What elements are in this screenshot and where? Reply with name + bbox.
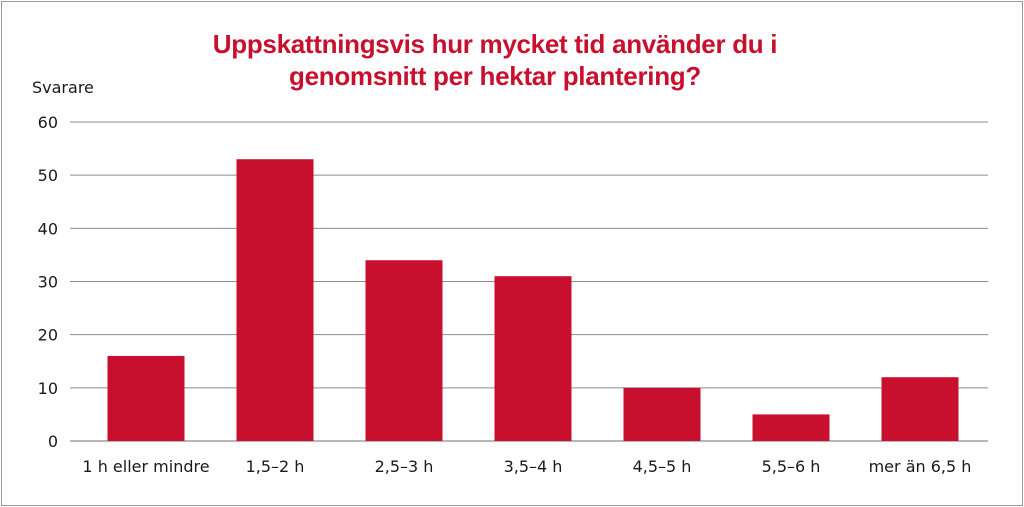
y-tick-label: 60: [38, 113, 58, 132]
y-tick-label: 30: [38, 273, 58, 292]
bar: [623, 387, 701, 441]
x-tick-label: 1 h eller mindre: [82, 457, 209, 476]
y-tick-label: 0: [48, 432, 58, 451]
x-tick-label: 4,5–5 h: [633, 457, 692, 476]
bar: [494, 276, 572, 441]
y-tick-label: 50: [38, 166, 58, 185]
x-tick-label: 1,5–2 h: [246, 457, 305, 476]
y-tick-label: 20: [38, 326, 58, 345]
y-tick-label: 10: [38, 379, 58, 398]
bar: [365, 260, 443, 441]
bar: [881, 377, 959, 441]
bar: [752, 414, 830, 441]
x-tick-label: 5,5–6 h: [762, 457, 821, 476]
bar: [107, 355, 185, 441]
y-tick-label: 40: [38, 219, 58, 238]
y-axis-label: Svarare: [32, 78, 94, 97]
x-tick-label: 2,5–3 h: [375, 457, 434, 476]
x-tick-label: 3,5–4 h: [504, 457, 563, 476]
chart-title: Uppskattningsvis hur mycket tid använder…: [212, 29, 778, 91]
x-tick-label: mer än 6,5 h: [869, 457, 972, 476]
bar: [236, 159, 314, 441]
